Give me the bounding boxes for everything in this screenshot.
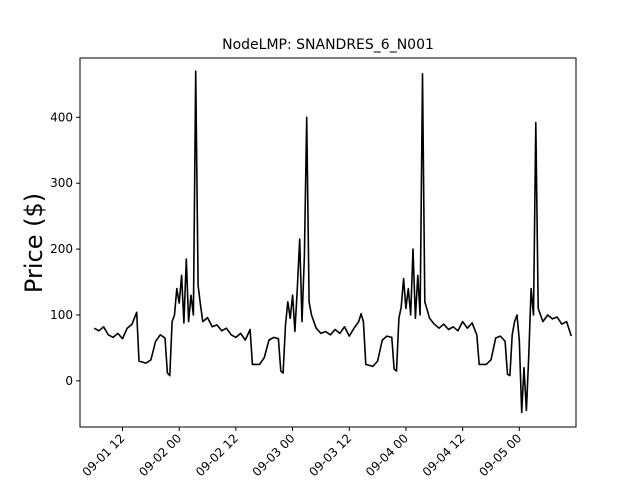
chart-title: NodeLMP: SNANDRES_6_N001 — [222, 37, 434, 53]
plot-area — [79, 57, 577, 428]
y-tick-label: 200 — [50, 242, 73, 256]
x-tick-label: 09-05 00 — [476, 431, 524, 479]
series-line-price — [93, 70, 573, 414]
y-tick-label: 300 — [50, 176, 73, 190]
x-tick-label: 09-02 00 — [136, 431, 184, 479]
x-axis: 09-01 12 09-02 00 09-02 12 09-03 00 09-03 12… — [80, 427, 524, 479]
y-tick-label: 400 — [50, 110, 73, 124]
x-tick-label: 09-04 00 — [363, 431, 411, 479]
x-tick-label: 09-03 00 — [250, 431, 298, 479]
y-tick-label: 0 — [65, 374, 73, 388]
x-tick-label: 09-01 12 — [80, 431, 128, 479]
y-axis-label: Price ($) — [20, 193, 48, 293]
x-tick-label: 09-03 12 — [306, 431, 354, 479]
y-axis: 0 100 200 300 400 — [50, 110, 80, 388]
x-tick-label: 09-02 12 — [193, 431, 241, 479]
x-tick-label: 09-04 12 — [420, 431, 468, 479]
y-tick-label: 100 — [50, 308, 73, 322]
